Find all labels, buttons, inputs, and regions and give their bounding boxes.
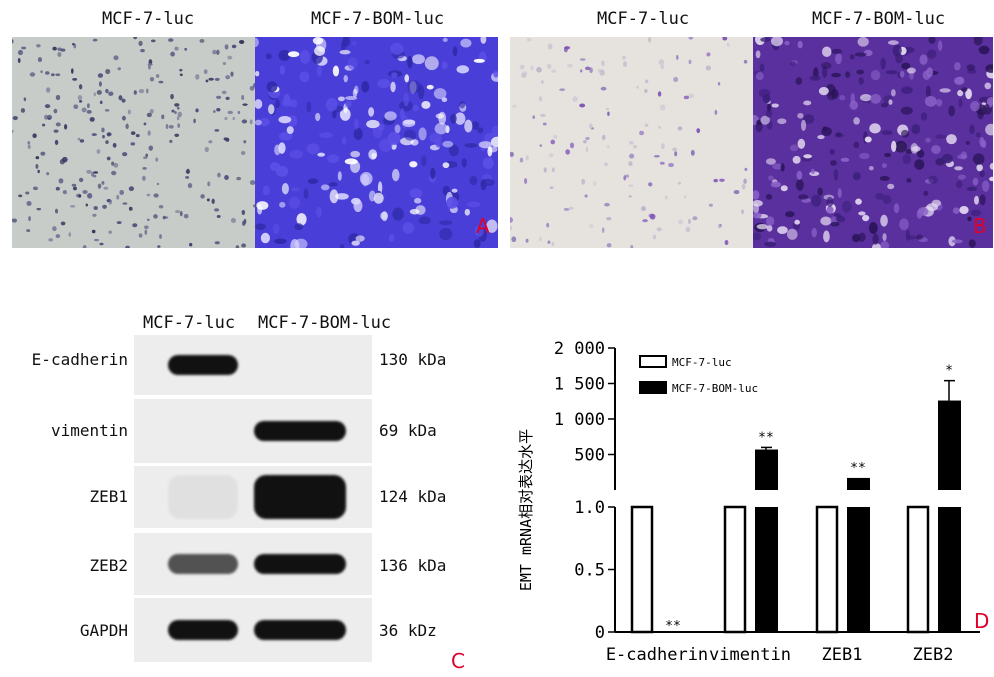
- legend-label: MCF-7-BOM-luc: [672, 382, 758, 395]
- blot-protein-label: GAPDH: [79, 621, 128, 640]
- blot-protein-label: vimentin: [50, 421, 128, 440]
- blot-size-label: 36 kDz: [379, 621, 437, 640]
- legend-swatch: [639, 381, 667, 394]
- y-tick-label: 0.5: [574, 561, 605, 581]
- panel-a-bom-micrograph: [255, 37, 498, 248]
- blot-col-label-control: MCF-7-luc: [143, 313, 236, 333]
- panel-a-right-label: MCF-7-BOM-luc: [311, 9, 445, 29]
- panel-b-control-micrograph: [510, 37, 753, 248]
- blot-row-1: [134, 335, 372, 395]
- blot-size-label: 69 kDa: [379, 421, 437, 440]
- bar-bom-upper: [847, 477, 870, 490]
- bar-control: [906, 505, 930, 634]
- blot-band: [254, 620, 346, 640]
- blot-row-3: [134, 466, 372, 528]
- panel-a-letter: A: [476, 214, 490, 238]
- y-tick-label: 0: [595, 623, 605, 643]
- bar-control: [815, 505, 839, 634]
- bar-bom-lower: [755, 507, 778, 632]
- bar-control: [723, 505, 747, 634]
- bar-control: [630, 505, 654, 634]
- panel-b-bom-micrograph: [753, 37, 993, 248]
- y-tick-label: 1.0: [574, 498, 605, 518]
- blot-protein-label: ZEB2: [89, 556, 128, 575]
- y-tick-label: 1 500: [554, 375, 605, 395]
- mrna-bar-chart: 0 0.5 1.0 500 1 000 1 500 2 000 EMT mRNA相对表达水平 *…: [517, 339, 980, 665]
- legend-swatch: [639, 355, 667, 368]
- blot-band: [254, 554, 346, 574]
- y-tick-label: 500: [574, 446, 605, 466]
- bar-bom-upper: [755, 449, 778, 490]
- y-tick-label: 2 000: [554, 339, 605, 359]
- panel-c-letter: C: [451, 649, 465, 673]
- blot-band: [168, 620, 238, 640]
- blot-band: [168, 355, 238, 375]
- significance-marker: **: [665, 619, 681, 634]
- bar-bom-lower: [938, 507, 961, 632]
- bar-bom-upper: [938, 400, 961, 490]
- blot-band: [254, 421, 346, 441]
- significance-marker: **: [758, 430, 774, 445]
- blot-band: [168, 554, 238, 574]
- y-tick-label: 1 000: [554, 410, 605, 430]
- x-category-label: E-cadherin: [606, 645, 708, 665]
- blot-row-5: [134, 598, 372, 662]
- blot-size-label: 124 kDa: [379, 487, 447, 506]
- panel-d-letter: D: [974, 609, 990, 633]
- blot-col-label-bom: MCF-7-BOM-luc: [258, 313, 392, 333]
- x-category-label: ZEB2: [913, 645, 954, 665]
- x-category-label: ZEB1: [822, 645, 863, 665]
- significance-marker: *: [945, 364, 953, 379]
- blot-band: [254, 475, 346, 519]
- bar-bom-lower: [847, 507, 870, 632]
- panel-b-right-label: MCF-7-BOM-luc: [812, 9, 946, 29]
- blot-row-4: [134, 533, 372, 595]
- y-axis-label: EMT mRNA相对表达水平: [517, 429, 535, 591]
- blot-row-2: [134, 399, 372, 463]
- panel-a-left-label: MCF-7-luc: [102, 9, 195, 29]
- panel-b-letter: B: [973, 214, 987, 238]
- legend-label: MCF-7-luc: [672, 356, 732, 369]
- significance-marker: **: [850, 461, 866, 476]
- panel-a-control-micrograph: [12, 37, 255, 248]
- blot-protein-label: E-cadherin: [31, 350, 128, 369]
- panel-b-left-label: MCF-7-luc: [597, 9, 690, 29]
- blot-protein-label: ZEB1: [89, 487, 128, 506]
- blot-size-label: 130 kDa: [379, 350, 447, 369]
- blot-size-label: 136 kDa: [379, 556, 447, 575]
- blot-band: [168, 475, 238, 519]
- x-category-label: vimentin: [709, 645, 791, 665]
